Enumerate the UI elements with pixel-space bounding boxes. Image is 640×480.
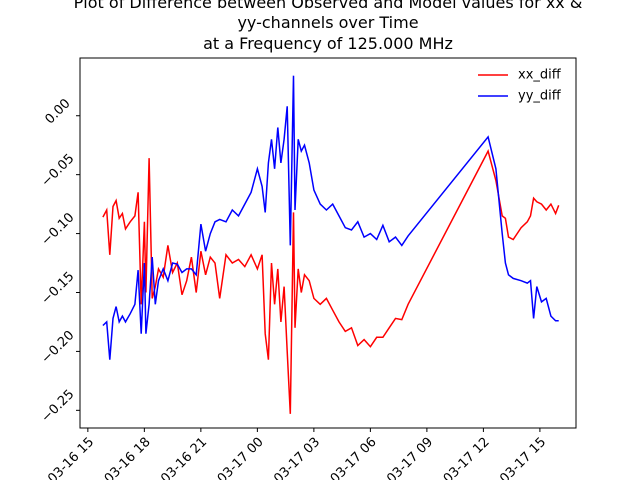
y-tick-label: −0.25 — [39, 387, 78, 426]
plot-frame — [79, 57, 577, 429]
series-line — [102, 75, 559, 360]
chart-title: at a Frequency of 125.000 MHz — [203, 34, 453, 53]
legend-label: xx_diff — [518, 68, 562, 83]
x-tick-label: 03-16 18 — [102, 435, 154, 480]
series-line — [102, 149, 560, 414]
chart-title: Plot of Difference between Observed and … — [74, 0, 583, 12]
x-tick-label: 03-17 06 — [328, 435, 380, 480]
x-tick-label: 03-17 00 — [215, 435, 267, 480]
x-tick-label: 03-16 15 — [45, 435, 97, 480]
x-tick-label: 03-16 21 — [158, 435, 210, 480]
y-tick-label: 0.00 — [42, 96, 73, 127]
x-tick-label: 03-17 12 — [441, 435, 493, 480]
x-tick-label: 03-17 03 — [271, 435, 323, 480]
y-tick-label: −0.05 — [39, 151, 78, 190]
chart-title: yy-channels over Time — [237, 13, 418, 32]
y-tick-label: −0.20 — [39, 328, 78, 367]
x-tick-label: 03-17 09 — [384, 435, 436, 480]
legend-label: yy_diff — [518, 89, 562, 104]
y-tick-label: −0.10 — [39, 210, 78, 249]
x-tick-label: 03-17 15 — [497, 435, 549, 480]
y-tick-label: −0.15 — [39, 269, 78, 308]
